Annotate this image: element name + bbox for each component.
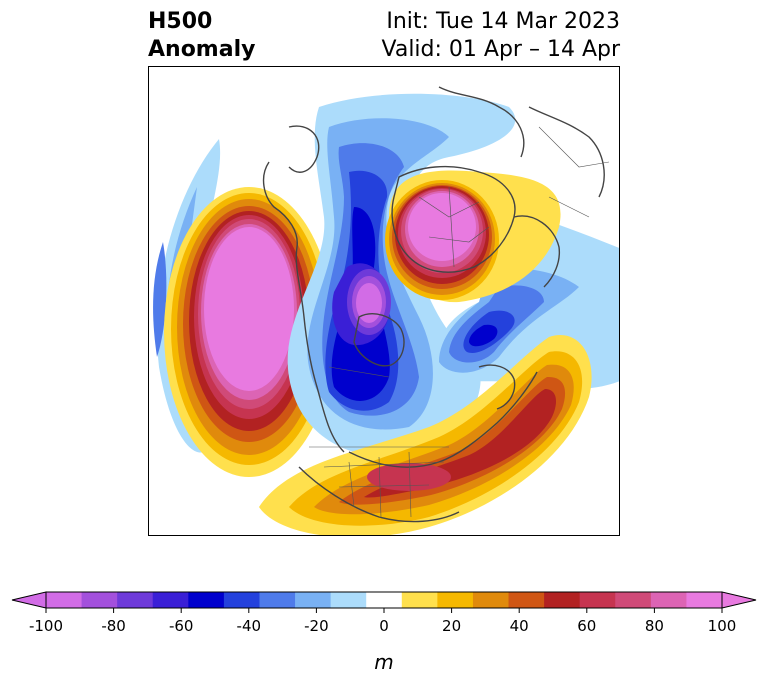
colorbar-tick-label: 100 [708, 617, 737, 635]
colorbar-swatch [508, 592, 545, 608]
colorbar-over-arrow [721, 591, 757, 609]
map-title: H500 Anomaly [148, 8, 255, 64]
colorbar-swatch [117, 592, 154, 608]
colorbar-swatch [686, 592, 723, 608]
anomaly-map-svg [153, 86, 619, 535]
colorbar-swatch [401, 592, 438, 608]
colorbar-swatch [223, 592, 260, 608]
colorbar-swatch [472, 592, 510, 608]
colorbar-swatch [46, 592, 83, 608]
colorbar-tick-label: 0 [379, 617, 389, 635]
colorbar-swatch [366, 592, 403, 608]
init-date: Init: Tue 14 Mar 2023 [386, 9, 620, 34]
valid-range: Valid: 01 Apr – 14 Apr [381, 37, 621, 62]
colorbar-tick-label: -100 [29, 617, 63, 635]
colorbar-tick-label: 40 [510, 617, 529, 635]
colorbar-ticks: -100 -80 -60 -40 -20 0 20 40 60 80 100 [29, 608, 736, 635]
country-borders [309, 126, 610, 518]
colorbar-swatch [650, 592, 687, 608]
title-variable: H500 [148, 9, 213, 34]
colorbar-swatches [46, 592, 723, 608]
map-dates: Init: Tue 14 Mar 2023 Valid: 01 Apr – 14… [382, 8, 621, 64]
colorbar-swatch [81, 592, 118, 608]
colorbar-tick-label: -20 [304, 617, 329, 635]
colorbar-swatch [544, 592, 581, 608]
colorbar-tick-label: 20 [442, 617, 461, 635]
negative-anomaly-east [438, 187, 619, 389]
positive-anomaly-siberia [385, 170, 561, 303]
anomaly-map [148, 66, 620, 536]
colorbar-tick-label: -80 [101, 617, 126, 635]
colorbar-under-arrow [11, 591, 47, 609]
colorbar-tick-label: 60 [577, 617, 596, 635]
colorbar-swatch [579, 592, 616, 608]
colorbar-swatch [259, 592, 296, 608]
colorbar: -100 -80 -60 -40 -20 0 20 40 60 80 100 m [11, 591, 757, 674]
positive-anomaly-pacific [164, 187, 334, 477]
title-type: Anomaly [148, 37, 256, 62]
colorbar-swatch [615, 592, 652, 608]
colorbar-tick-label: 80 [645, 617, 664, 635]
colorbar-swatch [295, 592, 332, 608]
colorbar-swatch [188, 592, 225, 608]
colorbar-tick-label: -60 [169, 617, 194, 635]
coastlines [262, 86, 605, 523]
colorbar-swatch [437, 592, 474, 608]
colorbar-tick-label: -40 [237, 617, 262, 635]
colorbar-swatch [330, 592, 367, 608]
colorbar-unit: m [374, 650, 393, 674]
colorbar-swatch [152, 592, 189, 608]
positive-anomaly-atlantic [259, 335, 592, 535]
